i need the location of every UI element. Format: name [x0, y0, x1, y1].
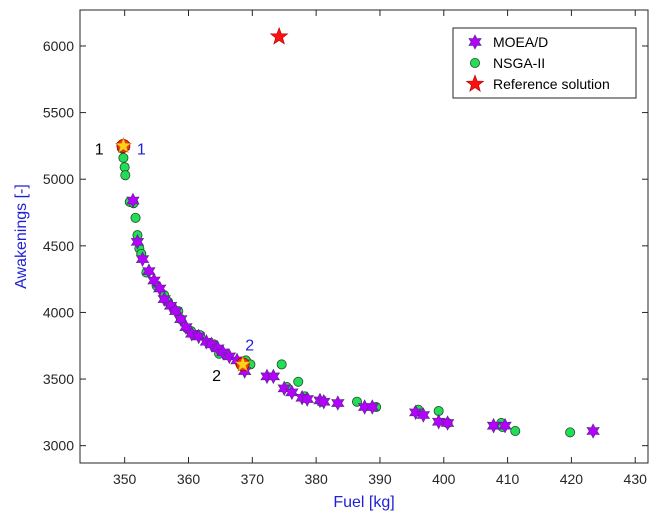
nsga-ii-point: [130, 212, 141, 223]
moead-point: [184, 325, 199, 342]
moead-point: [586, 423, 600, 439]
moead-point: [216, 344, 230, 361]
x-tick-label: 430: [624, 471, 648, 487]
moead-point: [266, 368, 281, 385]
x-axis-label: Fuel [kg]: [333, 494, 394, 511]
reference-solution-point: [269, 26, 289, 45]
x-tick-label: 420: [560, 471, 584, 487]
moead-point: [416, 407, 431, 423]
moead-point: [130, 234, 145, 250]
moead-point: [365, 399, 380, 415]
nsga-ii-point: [510, 426, 521, 437]
moead-point: [300, 391, 314, 407]
nsga-ii-point: [118, 152, 129, 163]
point-annotation: 2: [245, 337, 254, 354]
legend-marker: [468, 34, 482, 50]
x-tick-label: 350: [113, 471, 137, 487]
moead-point: [285, 384, 299, 401]
moead-point: [331, 395, 345, 411]
point-annotation: 1: [95, 142, 104, 159]
moead-point: [126, 192, 140, 209]
annotations: 1 1 2 2: [95, 142, 255, 385]
moead-point: [157, 291, 171, 307]
series-moead: [116, 138, 600, 439]
moead-point: [174, 311, 188, 327]
legend-marker: [465, 74, 485, 92]
series-reference: [269, 26, 289, 45]
legend-box: [452, 27, 637, 99]
nsga-ii-point: [120, 170, 131, 181]
moead-point: [135, 251, 150, 267]
x-ticks: 350 360 370 380 390 400 410 420 430: [113, 10, 647, 487]
selected-solution-star: [114, 137, 132, 154]
moead-point: [498, 417, 512, 434]
x-tick-label: 360: [177, 471, 201, 487]
y-tick-label: 4000: [43, 304, 74, 320]
x-tick-label: 400: [432, 471, 456, 487]
y-tick-label: 3500: [43, 371, 74, 387]
y-axis-label: Awakenings [-]: [13, 184, 30, 289]
y-tick-label: 6000: [43, 38, 74, 54]
moead-point: [222, 348, 237, 365]
moead-point: [317, 393, 331, 410]
moead-point: [179, 319, 193, 335]
x-tick-label: 410: [496, 471, 520, 487]
nsga-ii-point: [276, 359, 287, 370]
moead-point: [147, 272, 161, 289]
nsga-ii-point: [293, 376, 304, 387]
moead-point: [204, 336, 219, 353]
legend-label: Reference solution: [493, 76, 610, 92]
legend: MOEA/D NSGA-II Reference solution: [452, 27, 637, 99]
y-tick-label: 3000: [43, 438, 74, 454]
moead-point: [191, 328, 206, 345]
x-tick-label: 380: [304, 471, 328, 487]
x-tick-label: 390: [368, 471, 392, 487]
moead-point: [408, 404, 423, 421]
y-tick-label: 5000: [43, 171, 74, 187]
selected-solution-star: [234, 355, 252, 372]
y-tick-label: 5500: [43, 105, 74, 121]
y-tick-label: 4500: [43, 238, 74, 254]
legend-label: NSGA-II: [493, 55, 545, 71]
moead-point: [431, 413, 446, 430]
y-ticks: 3000 3500 4000 4500 5000 5500 6000: [43, 38, 648, 454]
highlight-marks: [114, 137, 252, 372]
moead-point: [440, 415, 455, 431]
legend-label: MOEA/D: [493, 34, 548, 50]
legend-marker: [469, 58, 480, 69]
point-annotation: 1: [137, 142, 146, 159]
moead-point: [277, 380, 291, 397]
moead-point: [169, 303, 183, 319]
nsga-ii-point: [565, 427, 576, 438]
x-tick-label: 370: [241, 471, 265, 487]
point-annotation: 2: [212, 368, 221, 385]
